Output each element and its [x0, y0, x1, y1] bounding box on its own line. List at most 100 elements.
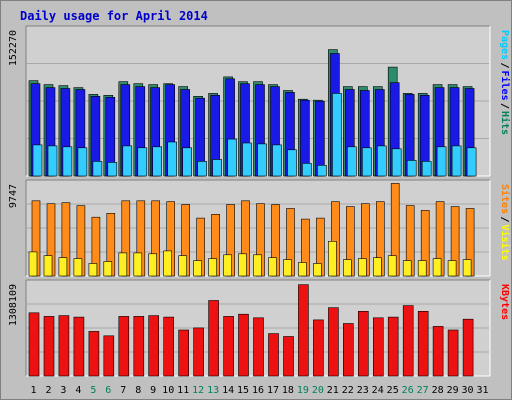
bar-pages-day-1 [32, 144, 43, 177]
bar-sites-day-26 [402, 260, 412, 277]
x-tick-label-day-11: 11 [177, 385, 189, 396]
bar-pages-day-11 [182, 147, 192, 177]
bar-kbytes-day-21 [328, 307, 339, 377]
x-tick-label-day-6: 6 [105, 385, 111, 396]
bar-pages-day-17 [272, 144, 282, 177]
x-tick-label-day-15: 15 [237, 385, 249, 396]
x-tick-label-day-22: 22 [342, 385, 354, 396]
bar-sites-day-13 [208, 258, 217, 277]
panel-middle: 9747 Sites / Visits [8, 179, 511, 277]
bar-pages-day-8 [137, 147, 148, 177]
panel-max-label: 1308109 [8, 284, 19, 326]
bar-sites-day-11 [178, 255, 187, 277]
bar-pages-day-30 [466, 147, 477, 177]
bar-sites-day-24 [372, 257, 382, 277]
x-tick-label-day-25: 25 [387, 385, 399, 396]
bar-pages-day-12 [197, 161, 207, 177]
bar-kbytes-day-17 [268, 333, 279, 377]
bar-kbytes-day-26 [402, 305, 414, 377]
bar-sites-day-5 [88, 263, 98, 277]
bar-pages-day-23 [361, 147, 372, 177]
bar-pages-day-9 [152, 146, 162, 177]
x-tick-label-day-3: 3 [60, 385, 66, 396]
x-tick-label-day-27: 27 [417, 385, 429, 396]
x-tick-label-day-12: 12 [192, 385, 204, 396]
bar-kbytes-day-13 [208, 300, 219, 377]
bar-sites-day-22 [342, 259, 352, 277]
x-tick-label-day-23: 23 [357, 385, 369, 396]
bar-kbytes-day-7 [118, 316, 130, 377]
x-tick-label-day-20: 20 [312, 385, 324, 396]
bar-files-day-20 [315, 100, 325, 177]
bar-sites-day-21 [328, 241, 337, 277]
bar-sites-day-10 [163, 250, 172, 277]
x-tick-label-day-16: 16 [252, 385, 264, 396]
bar-kbytes-day-8 [133, 316, 145, 377]
bar-sites-day-2 [43, 255, 53, 277]
bar-pages-day-15 [242, 142, 252, 177]
legend-separator: / [499, 217, 510, 223]
x-tick-label-day-17: 17 [267, 385, 279, 396]
legend-sites: Sites [499, 184, 511, 214]
bar-kbytes-day-9 [148, 315, 159, 377]
x-tick-label-day-19: 19 [297, 385, 309, 396]
x-tick-label-day-8: 8 [135, 385, 141, 396]
x-tick-label-day-29: 29 [447, 385, 459, 396]
x-tick-label-day-14: 14 [222, 385, 234, 396]
x-tick-label-day-4: 4 [75, 385, 81, 396]
bar-sites-day-19 [298, 262, 307, 277]
legend-visits: Visits [499, 225, 511, 261]
x-tick-label-day-31: 31 [476, 385, 488, 396]
bar-sites-day-7 [118, 252, 128, 277]
bar-sites-day-16 [253, 254, 262, 277]
x-axis-labels: 1 2 3 4 5 6 7 8 9 10 11 12 13 14 15 16 17 18 19 20 21 22 23 24 2… [30, 385, 488, 396]
x-tick-label-day-9: 9 [150, 385, 156, 396]
bar-kbytes-day-18 [283, 336, 294, 377]
bar-sites-day-3 [58, 257, 68, 277]
x-tick-label-day-1: 1 [30, 385, 36, 396]
bar-kbytes-day-24 [372, 317, 384, 377]
panel-max-label: 152270 [8, 30, 19, 66]
x-tick-label-day-2: 2 [45, 385, 51, 396]
bar-pages-day-6 [107, 162, 118, 177]
bar-pages-day-10 [167, 141, 177, 177]
bar-kbytes-day-5 [88, 331, 100, 377]
bar-sites-day-20 [313, 263, 322, 277]
legend-pages: Pages [499, 30, 510, 60]
bar-kbytes-day-25 [387, 316, 399, 377]
bar-pages-day-24 [376, 145, 387, 177]
bar-sites-day-29 [447, 260, 457, 277]
panel-max-label: 9747 [8, 184, 19, 208]
bar-kbytes-day-30 [462, 318, 474, 377]
bar-pages-day-20 [317, 165, 327, 177]
bar-sites-day-15 [238, 253, 247, 277]
bar-pages-day-21 [332, 93, 342, 177]
bar-pages-day-29 [451, 145, 462, 177]
bar-pages-day-2 [47, 145, 58, 177]
chart-title: Daily usage for April 2014 [20, 9, 208, 23]
bar-sites-day-9 [148, 253, 157, 277]
bar-kbytes-day-29 [447, 329, 459, 377]
bar-kbytes-day-20 [313, 319, 324, 377]
bar-kbytes-day-12 [193, 327, 204, 377]
bar-kbytes-day-23 [357, 310, 369, 377]
bar-kbytes-day-22 [342, 323, 354, 377]
bar-sites-day-12 [193, 260, 202, 277]
bar-pages-day-14 [227, 138, 237, 177]
x-tick-label-day-7: 7 [120, 385, 126, 396]
bar-sites-day-8 [133, 252, 143, 277]
x-tick-label-day-18: 18 [282, 385, 294, 396]
bar-sites-day-6 [103, 261, 113, 277]
bar-sites-day-28 [432, 258, 442, 277]
bar-kbytes-day-28 [432, 326, 444, 377]
bar-pages-day-5 [92, 161, 103, 177]
bar-kbytes-day-11 [178, 329, 189, 377]
legend-hits: Hits [499, 111, 511, 135]
bar-sites-day-18 [283, 259, 292, 277]
bar-pages-day-4 [77, 147, 88, 177]
bar-kbytes-day-16 [253, 317, 264, 377]
x-tick-label-day-26: 26 [402, 385, 414, 396]
bar-sites-day-4 [73, 258, 83, 277]
bar-kbytes-day-4 [73, 316, 85, 377]
bar-pages-day-19 [302, 163, 312, 177]
